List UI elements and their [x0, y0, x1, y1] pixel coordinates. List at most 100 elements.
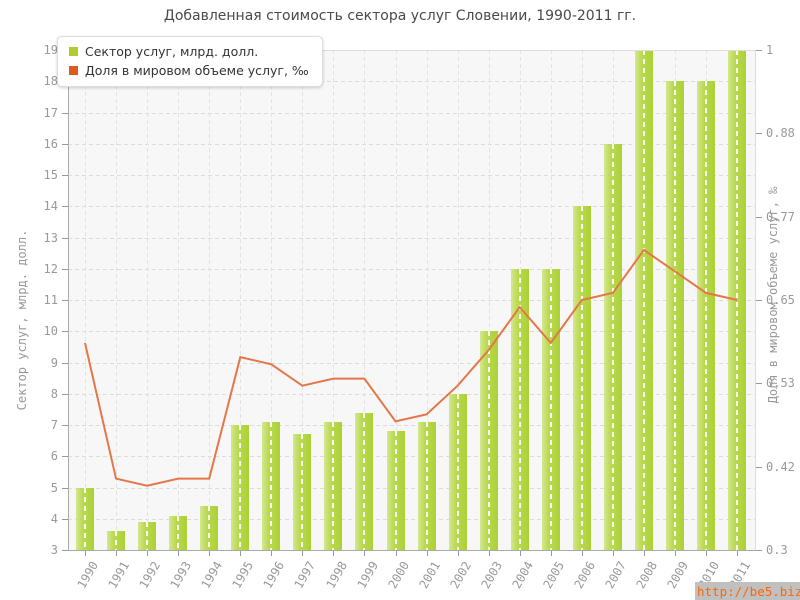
left-axis-tick-label: 17: [43, 105, 58, 120]
bar-center-gridline: [146, 521, 149, 550]
bar-2006[interactable]: [572, 206, 591, 550]
x-axis-tick-label: 1995: [229, 559, 257, 592]
bar-2009[interactable]: [665, 81, 684, 550]
x-axis-tick: [674, 551, 676, 556]
bar-1991[interactable]: [107, 531, 126, 550]
bar-2003[interactable]: [479, 331, 498, 550]
x-axis-tick: [643, 551, 645, 556]
v-gridline: [240, 50, 242, 550]
v-gridline: [457, 50, 459, 550]
left-axis-tick: [62, 268, 68, 270]
x-axis-tick-label: 2008: [633, 559, 661, 592]
left-axis-tick-label: 3: [50, 543, 58, 557]
x-axis-tick: [395, 551, 397, 556]
x-axis-tick-label: 1999: [354, 559, 381, 592]
bar-1994[interactable]: [200, 506, 219, 550]
right-axis-tick: [756, 550, 762, 551]
left-axis-tick-label: 6: [50, 449, 58, 464]
left-axis-tick-label: 8: [50, 386, 58, 401]
bar-2001[interactable]: [417, 421, 436, 550]
x-axis-tick: [706, 551, 707, 556]
x-axis-tick-label: 2001: [416, 559, 443, 592]
bar-2007[interactable]: [603, 143, 622, 550]
h-gridline: [68, 175, 755, 176]
bar-1999[interactable]: [355, 412, 374, 550]
bar-center-gridline: [642, 50, 645, 550]
bar-center-gridline: [425, 421, 428, 550]
h-gridline: [68, 237, 755, 239]
v-gridline: [333, 50, 335, 550]
v-gridline: [302, 50, 304, 550]
bar-center-gridline: [270, 421, 273, 550]
right-axis-tick-label: 0.65: [766, 293, 795, 307]
left-axis-tick: [62, 175, 68, 176]
watermark-link[interactable]: http://be5.biz/: [695, 582, 800, 600]
bar-center-gridline: [301, 434, 304, 550]
x-axis-tick: [116, 551, 118, 556]
left-axis-tick-label: 7: [50, 418, 58, 432]
v-gridline: [116, 50, 118, 550]
x-axis-tick: [426, 551, 428, 556]
x-axis-tick-label: 1993: [167, 559, 195, 592]
right-axis-tick-label: 1: [766, 43, 774, 57]
left-axis-tick-label: 13: [43, 230, 58, 245]
bar-2010[interactable]: [697, 81, 715, 550]
x-axis-tick: [550, 551, 552, 556]
bar-center-gridline: [115, 531, 118, 550]
left-axis-tick-label: 19: [43, 43, 58, 57]
x-axis-tick: [147, 551, 149, 556]
h-gridline: [68, 456, 755, 458]
bar-1992[interactable]: [138, 521, 157, 550]
x-axis-tick: [612, 551, 614, 556]
bar-center-gridline: [239, 425, 242, 550]
bar-2002[interactable]: [448, 393, 467, 550]
bar-1996[interactable]: [262, 421, 281, 550]
right-axis-tick: [756, 466, 762, 468]
left-axis-tick: [62, 550, 68, 551]
left-axis-tick-label: 11: [43, 293, 58, 307]
bar-2000[interactable]: [386, 431, 405, 550]
bar-center-gridline: [363, 412, 366, 550]
left-axis-tick-label: 18: [43, 74, 58, 89]
x-axis-tick: [85, 551, 86, 556]
x-axis-tick-label: 1996: [260, 559, 288, 592]
left-axis-tick: [62, 206, 68, 208]
y-axis-line: [68, 50, 69, 551]
share-line-series[interactable]: [84, 248, 738, 487]
h-gridline: [68, 112, 755, 114]
bar-2008[interactable]: [634, 50, 653, 550]
v-gridline: [147, 50, 149, 550]
bar-1993[interactable]: [169, 515, 188, 550]
bar-1998[interactable]: [324, 421, 343, 550]
h-gridline: [68, 362, 755, 364]
x-axis-tick-label: 1994: [198, 559, 226, 592]
left-axis-title: Сектор услуг, млрд. долл.: [15, 229, 29, 411]
x-axis-tick: [209, 551, 211, 556]
left-axis-tick-label: 12: [43, 261, 58, 276]
right-axis-tick: [756, 50, 762, 51]
right-axis-title: Доля в мировом объеме услуг, ‰: [766, 186, 780, 404]
chart-title: Добавленная стоимость сектора услуг Слов…: [163, 8, 637, 24]
bar-1990[interactable]: [76, 487, 94, 550]
x-axis-tick: [519, 551, 521, 556]
x-axis-line: [68, 550, 756, 551]
left-axis-tick-label: 5: [50, 480, 58, 495]
bar-2005[interactable]: [541, 268, 560, 550]
left-axis-tick: [62, 362, 68, 364]
legend-item-services-sector[interactable]: Сектор услуг, млрд. долл.: [69, 42, 309, 61]
bar-2004[interactable]: [510, 268, 529, 550]
bar-1997[interactable]: [293, 434, 312, 550]
x-axis-tick: [581, 551, 583, 556]
right-axis-tick-label: 0.3: [766, 543, 788, 557]
left-axis-tick-label: 4: [50, 511, 58, 526]
legend-item-world-share[interactable]: Доля в мировом объеме услуг, ‰: [69, 61, 309, 80]
left-axis-tick: [62, 393, 68, 395]
bar-center-gridline: [518, 268, 521, 550]
left-axis-tick-label: 16: [43, 136, 58, 151]
plot-right-edge: [755, 50, 756, 550]
x-axis-tick-label: 2004: [509, 559, 536, 592]
h-gridline: [68, 393, 755, 395]
left-axis-tick-label: 10: [43, 324, 58, 339]
x-axis-tick-label: 1997: [291, 559, 319, 592]
bar-1995[interactable]: [231, 425, 250, 550]
